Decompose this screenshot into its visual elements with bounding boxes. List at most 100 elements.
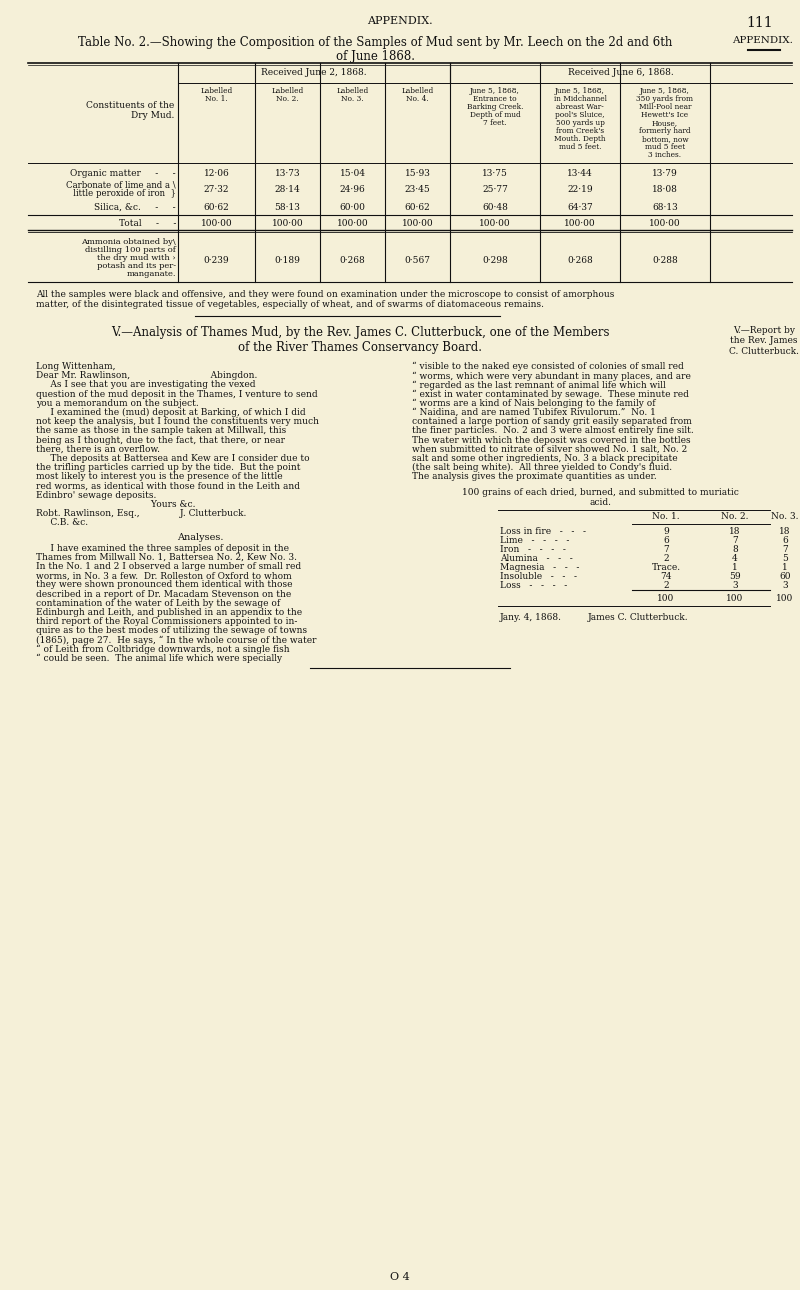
- Text: Received June 6, 1868.: Received June 6, 1868.: [568, 68, 674, 77]
- Text: “ could be seen.  The animal life which were specially: “ could be seen. The animal life which w…: [36, 654, 282, 663]
- Text: V.—Analysis of Thames Mud, by the Rev. James C. Clutterbuck, one of the Members
: V.—Analysis of Thames Mud, by the Rev. J…: [110, 326, 610, 353]
- Text: abreast War-: abreast War-: [556, 103, 604, 111]
- Text: 23·45: 23·45: [405, 184, 430, 194]
- Text: Labelled: Labelled: [271, 86, 304, 95]
- Text: APPENDIX.: APPENDIX.: [367, 15, 433, 26]
- Text: 13·44: 13·44: [567, 169, 593, 178]
- Text: 15·93: 15·93: [405, 169, 430, 178]
- Text: 13·75: 13·75: [482, 169, 508, 178]
- Text: I examined the (mud) deposit at Barking, of which I did: I examined the (mud) deposit at Barking,…: [36, 408, 306, 417]
- Text: Total     -     -: Total - -: [118, 219, 176, 228]
- Text: The analysis gives the proximate quantities as under.: The analysis gives the proximate quantit…: [412, 472, 657, 481]
- Text: 18: 18: [779, 526, 790, 535]
- Text: 2: 2: [663, 580, 669, 590]
- Text: 3: 3: [732, 580, 738, 590]
- Text: Depth of mud: Depth of mud: [470, 111, 520, 119]
- Text: 350 yards from: 350 yards from: [637, 95, 694, 103]
- Text: No. 2.: No. 2.: [276, 95, 299, 103]
- Text: 60·00: 60·00: [339, 203, 366, 212]
- Text: Constituents of the
Dry Mud.: Constituents of the Dry Mud.: [86, 101, 174, 120]
- Text: 6: 6: [782, 535, 788, 544]
- Text: Labelled: Labelled: [336, 86, 369, 95]
- Text: Received June 2, 1868.: Received June 2, 1868.: [261, 68, 367, 77]
- Text: 0·268: 0·268: [567, 255, 593, 264]
- Text: contamination of the water of Leith by the sewage of: contamination of the water of Leith by t…: [36, 599, 280, 608]
- Text: Entrance to: Entrance to: [473, 95, 517, 103]
- Text: little peroxide of iron  }: little peroxide of iron }: [65, 190, 176, 197]
- Text: C.B. &c.: C.B. &c.: [36, 519, 88, 528]
- Text: “ visible to the naked eye consisted of colonies of small red: “ visible to the naked eye consisted of …: [412, 362, 684, 372]
- Text: 111: 111: [746, 15, 774, 30]
- Text: mud 5 feet.: mud 5 feet.: [558, 143, 602, 151]
- Text: Mill-Pool near: Mill-Pool near: [638, 103, 691, 111]
- Text: 7: 7: [663, 544, 669, 553]
- Text: No. 3.: No. 3.: [771, 512, 798, 521]
- Text: mud 5 feet: mud 5 feet: [645, 143, 685, 151]
- Text: 100·00: 100·00: [337, 219, 368, 228]
- Text: 8: 8: [732, 544, 738, 553]
- Text: 58·13: 58·13: [274, 203, 301, 212]
- Text: Mouth. Depth: Mouth. Depth: [554, 135, 606, 143]
- Text: bottom, now: bottom, now: [642, 135, 688, 143]
- Text: you a memorandum on the subject.: you a memorandum on the subject.: [36, 399, 198, 408]
- Text: James C. Clutterbuck.: James C. Clutterbuck.: [588, 613, 689, 622]
- Text: there, there is an overflow.: there, there is an overflow.: [36, 445, 160, 454]
- Text: 6: 6: [663, 535, 669, 544]
- Text: contained a large portion of sandy grit easily separated from: contained a large portion of sandy grit …: [412, 417, 692, 426]
- Text: 0·298: 0·298: [482, 255, 508, 264]
- Text: when submitted to nitrate of silver showed No. 1 salt, No. 2: when submitted to nitrate of silver show…: [412, 445, 687, 454]
- Text: described in a report of Dr. Macadam Stevenson on the: described in a report of Dr. Macadam Ste…: [36, 590, 291, 599]
- Text: Thames from Millwall No. 1, Battersea No. 2, Kew No. 3.: Thames from Millwall No. 1, Battersea No…: [36, 553, 297, 562]
- Text: 60·48: 60·48: [482, 203, 508, 212]
- Text: most likely to interest you is the presence of the little: most likely to interest you is the prese…: [36, 472, 282, 481]
- Text: 64·37: 64·37: [567, 203, 593, 212]
- Text: Insoluble   -   -   -: Insoluble - - -: [500, 571, 577, 580]
- Text: salt and some other ingredients, No. 3 a black precipitate: salt and some other ingredients, No. 3 a…: [412, 454, 678, 463]
- Text: 100·00: 100·00: [649, 219, 681, 228]
- Text: Edinbro' sewage deposits.: Edinbro' sewage deposits.: [36, 490, 156, 499]
- Text: 27·32: 27·32: [204, 184, 230, 194]
- Text: 28·14: 28·14: [274, 184, 300, 194]
- Text: Barking Creek.: Barking Creek.: [466, 103, 523, 111]
- Text: Silica, &c.     -     -: Silica, &c. - -: [94, 203, 176, 212]
- Text: O 4: O 4: [390, 1272, 410, 1282]
- Text: 100: 100: [726, 593, 744, 602]
- Text: “ regarded as the last remnant of animal life which will: “ regarded as the last remnant of animal…: [412, 381, 666, 390]
- Text: House,: House,: [652, 119, 678, 126]
- Text: 60·62: 60·62: [204, 203, 230, 212]
- Text: 24·96: 24·96: [340, 184, 366, 194]
- Text: Dear Mr. Rawlinson,                            Abingdon.: Dear Mr. Rawlinson, Abingdon.: [36, 372, 258, 381]
- Text: 100·00: 100·00: [564, 219, 596, 228]
- Text: Edinburgh and Leith, and published in an appendix to the: Edinburgh and Leith, and published in an…: [36, 608, 302, 617]
- Text: No. 1.: No. 1.: [205, 95, 228, 103]
- Text: Labelled: Labelled: [200, 86, 233, 95]
- Text: potash and its per-: potash and its per-: [97, 262, 176, 270]
- Text: “ Naidina, and are named Tubifex Rivulorum.”  No. 1: “ Naidina, and are named Tubifex Rivulor…: [412, 408, 656, 417]
- Text: 3 inches.: 3 inches.: [649, 151, 682, 159]
- Text: formerly hard: formerly hard: [639, 126, 691, 135]
- Text: Jany. 4, 1868.: Jany. 4, 1868.: [500, 613, 562, 622]
- Text: third report of the Royal Commissioners appointed to in-: third report of the Royal Commissioners …: [36, 617, 298, 626]
- Text: “ exist in water contaminated by sewage.  These minute red: “ exist in water contaminated by sewage.…: [412, 390, 689, 399]
- Text: the trifling particles carried up by the tide.  But the point: the trifling particles carried up by the…: [36, 463, 301, 472]
- Text: June 5, 1868,: June 5, 1868,: [640, 86, 690, 95]
- Text: quire as to the best modes of utilizing the sewage of towns: quire as to the best modes of utilizing …: [36, 627, 307, 636]
- Text: “ of Leith from Coltbridge downwards, not a single fish: “ of Leith from Coltbridge downwards, no…: [36, 645, 290, 654]
- Text: Loss in fire   -   -   -: Loss in fire - - -: [500, 526, 586, 535]
- Text: in Midchannel: in Midchannel: [554, 95, 606, 103]
- Text: 9: 9: [663, 526, 669, 535]
- Text: 13·79: 13·79: [652, 169, 678, 178]
- Text: “ worms are a kind of Nais belonging to the family of: “ worms are a kind of Nais belonging to …: [412, 399, 655, 408]
- Text: the dry mud with ›: the dry mud with ›: [98, 254, 176, 262]
- Text: No. 3.: No. 3.: [341, 95, 364, 103]
- Text: red worms, as identical with those found in the Leith and: red worms, as identical with those found…: [36, 481, 300, 490]
- Text: In the No. 1 and 2 I observed a large number of small red: In the No. 1 and 2 I observed a large nu…: [36, 562, 301, 571]
- Text: 68·13: 68·13: [652, 203, 678, 212]
- Text: No. 1.: No. 1.: [652, 512, 680, 521]
- Text: Alumina   -   -   -: Alumina - - -: [500, 553, 573, 562]
- Text: Robt. Rawlinson, Esq.,              J. Clutterbuck.: Robt. Rawlinson, Esq., J. Clutterbuck.: [36, 510, 246, 519]
- Text: Iron   -   -   -   -: Iron - - - -: [500, 544, 566, 553]
- Text: Loss   -   -   -   -: Loss - - - -: [500, 580, 567, 590]
- Text: 100: 100: [776, 593, 794, 602]
- Text: 100: 100: [658, 593, 674, 602]
